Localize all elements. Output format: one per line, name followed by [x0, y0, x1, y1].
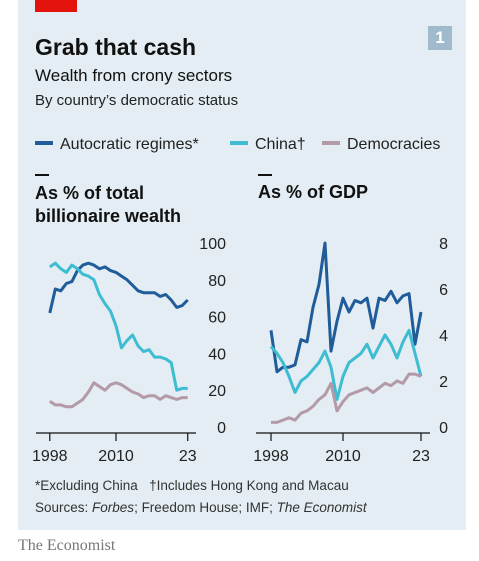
y-tick-label: 80 — [208, 273, 226, 290]
source-text: Sources: — [35, 500, 93, 515]
series-line — [48, 381, 188, 409]
source-text: Forbes — [92, 500, 135, 515]
y-tick-label: 4 — [439, 328, 448, 345]
x-tick-label: 2010 — [325, 448, 361, 465]
legend-label: Democracies — [347, 136, 440, 153]
subtitle: Wealth from crony sectors — [35, 66, 233, 85]
x-tick-label: 23 — [179, 448, 197, 465]
y-tick-label: 0 — [439, 420, 448, 437]
series-line — [269, 241, 423, 374]
badge: 1 — [428, 26, 452, 50]
rule — [258, 174, 272, 176]
red-tag — [35, 0, 77, 12]
y-tick-label: 0 — [217, 420, 226, 437]
legend-label: China† — [255, 136, 306, 153]
legend-label: Autocratic regimes* — [60, 136, 199, 153]
y-tick-label: 60 — [208, 310, 226, 327]
panel-title: As % of total billionaire wealth — [35, 183, 182, 226]
x-tick-label: 1998 — [32, 448, 68, 465]
x-tick-label: 1998 — [253, 448, 289, 465]
source: Sources: Forbes; Freedom House; IMF; The… — [35, 500, 367, 515]
panel-title: As % of GDP — [258, 182, 369, 202]
series-line — [269, 328, 423, 401]
series-line — [271, 372, 422, 424]
y-tick-label: 20 — [208, 383, 226, 400]
y-tick-label: 2 — [439, 374, 448, 391]
x-tick-label: 2010 — [98, 448, 134, 465]
brand: The Economist — [18, 537, 116, 554]
rule — [35, 174, 49, 176]
y-tick-label: 100 — [199, 236, 226, 253]
y-tick-label: 8 — [439, 236, 448, 253]
source-text: ; Freedom House; IMF; — [134, 500, 277, 515]
y-tick-label: 6 — [439, 282, 448, 299]
series-line — [48, 261, 189, 314]
source-text: The Economist — [276, 500, 367, 515]
x-tick-label: 23 — [412, 448, 430, 465]
series-line — [48, 261, 188, 392]
title: Grab that cash — [35, 34, 197, 60]
footnote: *Excluding China †Includes Hong Kong and… — [35, 478, 349, 493]
y-tick-label: 40 — [208, 346, 226, 363]
subtitle: By country’s democratic status — [35, 92, 239, 109]
